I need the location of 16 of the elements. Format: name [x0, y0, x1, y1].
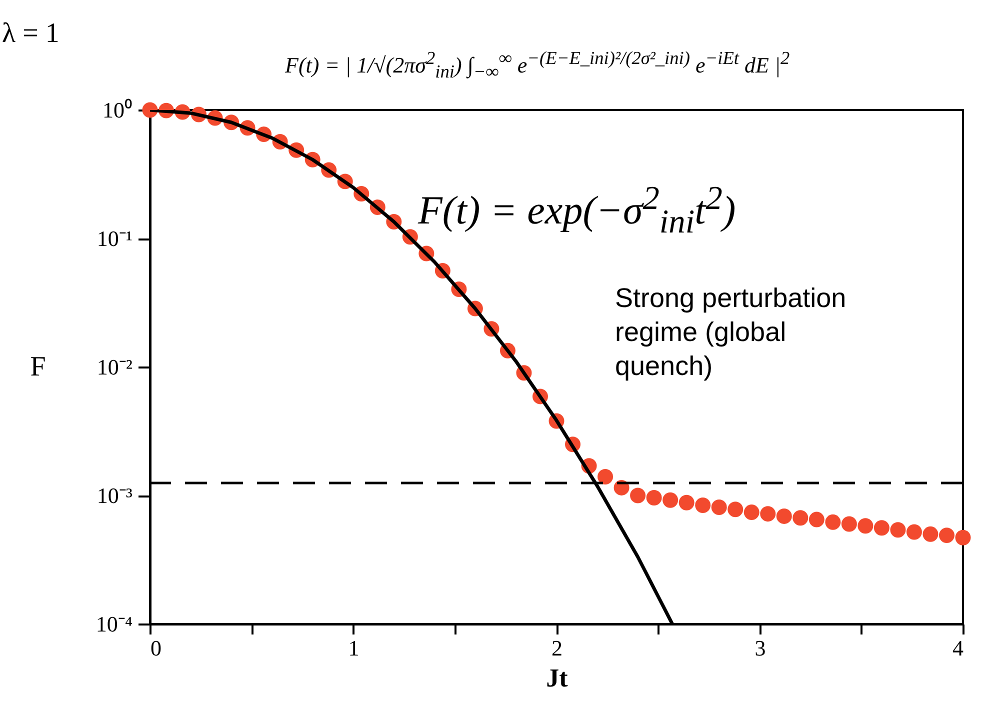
y-tick-label: 10⁰: [102, 98, 132, 122]
annotation: F(t) = exp(−σ$^{2}$$_{ini}$t$^{2}$): [418, 180, 736, 242]
annotation: Strong perturbation regime (global quench): [615, 282, 848, 383]
x-tick-label: 2: [552, 636, 562, 660]
text: F(t) = | 1/√(2πσ$^{2}$$_{ini}$) ∫$_{−∞}$$^{∞}$ e$^{−(E−E_ini)²/(2σ²_ini)}$ e$^{−iEt}$ dE |$^{2}$: [285, 48, 790, 82]
text: λ = 1: [2, 18, 60, 50]
y-axis-title: F: [30, 352, 46, 382]
x-tick-label: 4: [952, 636, 964, 660]
x-tick-label: 3: [754, 636, 766, 660]
y-tick-label: 10⁻¹: [96, 226, 132, 251]
y-tick-label: 10⁻⁴: [96, 612, 133, 636]
x-tick-label: 1: [348, 636, 360, 660]
x-axis-title: Jt: [546, 664, 568, 692]
x-tick-label: 0: [150, 636, 162, 660]
y-tick-label: 10⁻²: [96, 354, 133, 380]
y-tick-label: 10⁻³: [96, 483, 133, 508]
